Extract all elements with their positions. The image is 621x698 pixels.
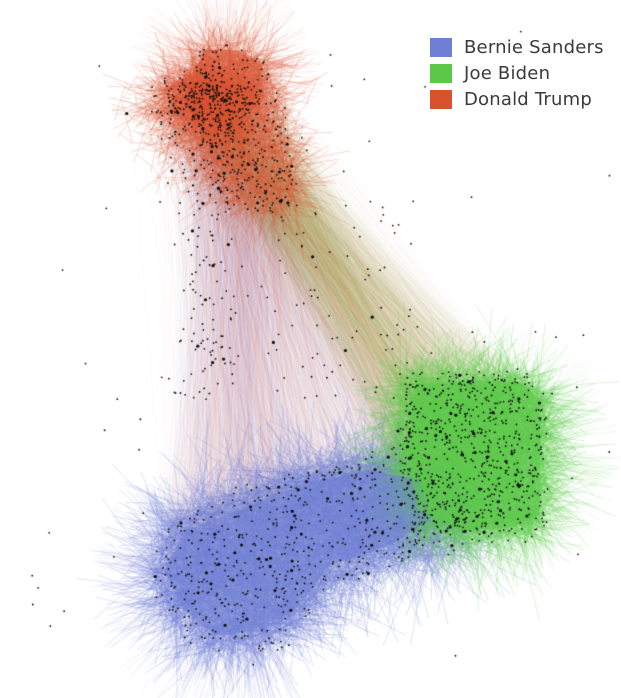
legend-label-trump: Donald Trump xyxy=(464,88,592,110)
legend-label-sanders: Bernie Sanders xyxy=(464,36,604,58)
legend-item-trump: Donald Trump xyxy=(430,86,604,112)
legend-swatch-trump xyxy=(430,89,452,109)
legend-swatch-biden xyxy=(430,63,452,83)
legend: Bernie Sanders Joe Biden Donald Trump xyxy=(430,34,604,112)
legend-item-sanders: Bernie Sanders xyxy=(430,34,604,60)
legend-item-biden: Joe Biden xyxy=(430,60,604,86)
legend-label-biden: Joe Biden xyxy=(464,62,551,84)
legend-swatch-sanders xyxy=(430,37,452,57)
